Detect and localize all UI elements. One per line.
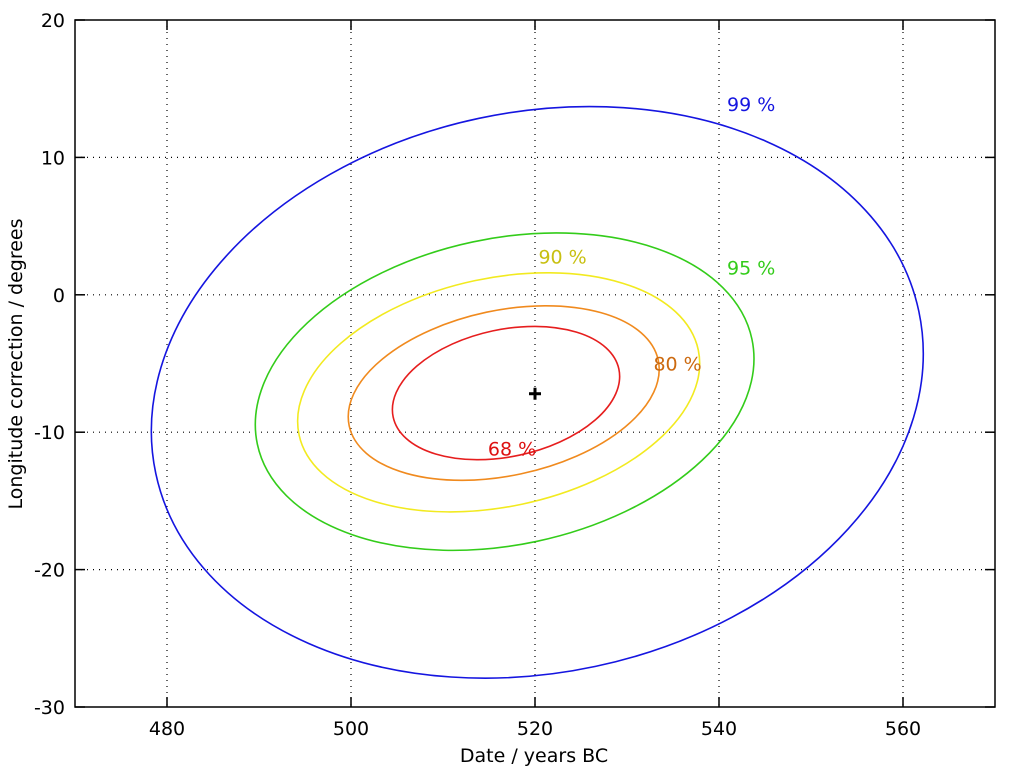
y-tick-label: -20 <box>34 560 65 582</box>
x-tick-label: 540 <box>701 718 737 740</box>
contour-ellipses <box>150 105 925 679</box>
contour-label-90: 90 % <box>538 246 586 268</box>
x-axis-title: Date / years BC <box>460 745 608 767</box>
y-tick-label: -10 <box>34 422 65 444</box>
contour-label-99: 99 % <box>727 94 775 116</box>
contour-95-ellipse <box>254 232 755 552</box>
contour-label-68: 68 % <box>488 439 536 461</box>
grid-lines <box>75 20 995 707</box>
y-tick-label: 0 <box>53 285 65 307</box>
x-tick-label: 560 <box>885 718 921 740</box>
contour-80-ellipse <box>347 304 660 482</box>
contour-99-ellipse <box>150 105 925 679</box>
axis-tick-labels: 480 500 520 540 560 -30 -20 -10 0 10 20 <box>34 10 921 740</box>
y-tick-label: 10 <box>41 147 65 169</box>
x-tick-label: 520 <box>517 718 553 740</box>
contour-68-ellipse <box>391 325 621 461</box>
x-tick-label: 480 <box>149 718 185 740</box>
y-tick-label: -30 <box>34 697 65 719</box>
y-tick-label: 20 <box>41 10 65 32</box>
axis-ticks <box>75 19 995 708</box>
contour-labels: 68 % 80 % 90 % 95 % 99 % <box>488 94 775 461</box>
contour-label-80: 80 % <box>653 354 701 376</box>
contour-90-ellipse <box>296 272 701 513</box>
center-marker <box>529 387 541 400</box>
contour-label-95: 95 % <box>727 257 775 279</box>
x-tick-label: 500 <box>333 718 369 740</box>
y-axis-title: Longitude correction / degrees <box>5 219 27 510</box>
